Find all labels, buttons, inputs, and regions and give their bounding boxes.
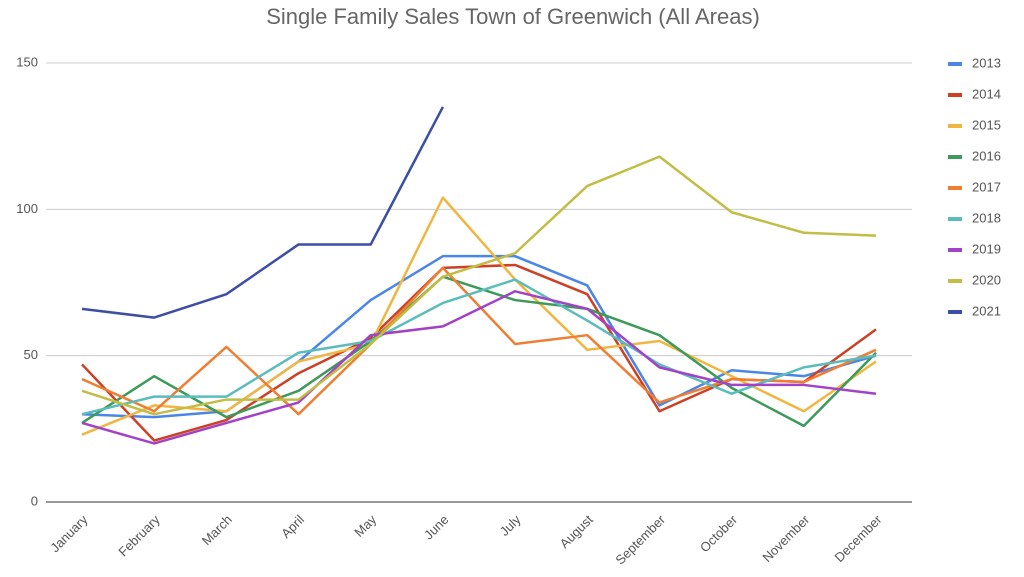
x-tick-label: December	[832, 511, 885, 564]
legend-label: 2020	[972, 272, 1001, 287]
x-tick-label: January	[47, 512, 91, 556]
series-line	[81, 254, 877, 419]
x-tick-label: February	[115, 512, 163, 560]
legend-label: 2014	[972, 86, 1001, 101]
series-line	[81, 275, 877, 428]
y-tick-label: 50	[24, 347, 38, 362]
y-tick-label: 0	[31, 493, 38, 508]
y-tick-label: 150	[16, 54, 38, 69]
legend-label: 2018	[972, 210, 1001, 225]
y-tick-label: 100	[16, 201, 38, 216]
x-tick-label: March	[199, 512, 235, 548]
legend-label: 2015	[972, 117, 1001, 132]
chart-title: Single Family Sales Town of Greenwich (A…	[266, 4, 760, 29]
legend-label: 2016	[972, 148, 1001, 163]
series-line	[81, 196, 877, 436]
series-line	[81, 266, 877, 416]
legend-label: 2013	[972, 55, 1001, 70]
x-tick-label: October	[697, 511, 741, 555]
legend-label: 2021	[972, 303, 1001, 318]
legend-label: 2017	[972, 179, 1001, 194]
series-line	[81, 278, 877, 416]
x-tick-label: August	[557, 512, 596, 551]
x-tick-label: July	[497, 512, 524, 539]
x-tick-label: May	[351, 512, 379, 540]
x-tick-label: April	[278, 512, 307, 541]
legend-label: 2019	[972, 241, 1001, 256]
x-tick-label: November	[759, 511, 812, 564]
series-line	[81, 155, 877, 416]
x-tick-label: June	[421, 512, 452, 543]
x-tick-label: September	[612, 511, 668, 567]
series-line	[81, 290, 877, 445]
series-line	[81, 106, 445, 319]
